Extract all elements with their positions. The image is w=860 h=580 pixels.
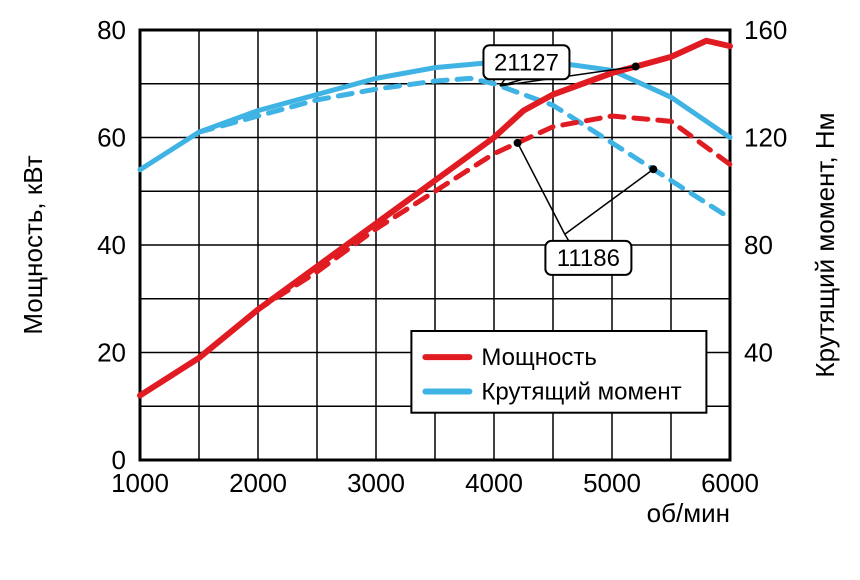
svg-text:0: 0 — [112, 445, 126, 475]
svg-text:21127: 21127 — [494, 49, 559, 76]
svg-text:Крутящий момент: Крутящий момент — [481, 378, 681, 405]
svg-text:6000: 6000 — [701, 468, 759, 498]
svg-text:11186: 11186 — [557, 245, 620, 272]
svg-text:120: 120 — [744, 123, 787, 153]
svg-text:20: 20 — [97, 338, 126, 368]
svg-text:80: 80 — [97, 15, 126, 45]
svg-text:40: 40 — [744, 338, 773, 368]
svg-text:Мощность, кВт: Мощность, кВт — [18, 155, 48, 334]
svg-text:об/мин: об/мин — [647, 498, 730, 528]
chart-svg: 2112711186МощностьКрутящий момент1000200… — [0, 0, 860, 580]
svg-text:2000: 2000 — [229, 468, 287, 498]
svg-text:60: 60 — [97, 123, 126, 153]
svg-text:160: 160 — [744, 15, 787, 45]
engine-chart: 2112711186МощностьКрутящий момент1000200… — [0, 0, 860, 580]
svg-text:Крутящий момент, Нм: Крутящий момент, Нм — [810, 112, 840, 377]
svg-text:3000: 3000 — [347, 468, 405, 498]
svg-text:Мощность: Мощность — [481, 344, 596, 371]
svg-text:4000: 4000 — [465, 468, 523, 498]
svg-text:40: 40 — [97, 230, 126, 260]
svg-text:80: 80 — [744, 230, 773, 260]
svg-text:5000: 5000 — [583, 468, 641, 498]
